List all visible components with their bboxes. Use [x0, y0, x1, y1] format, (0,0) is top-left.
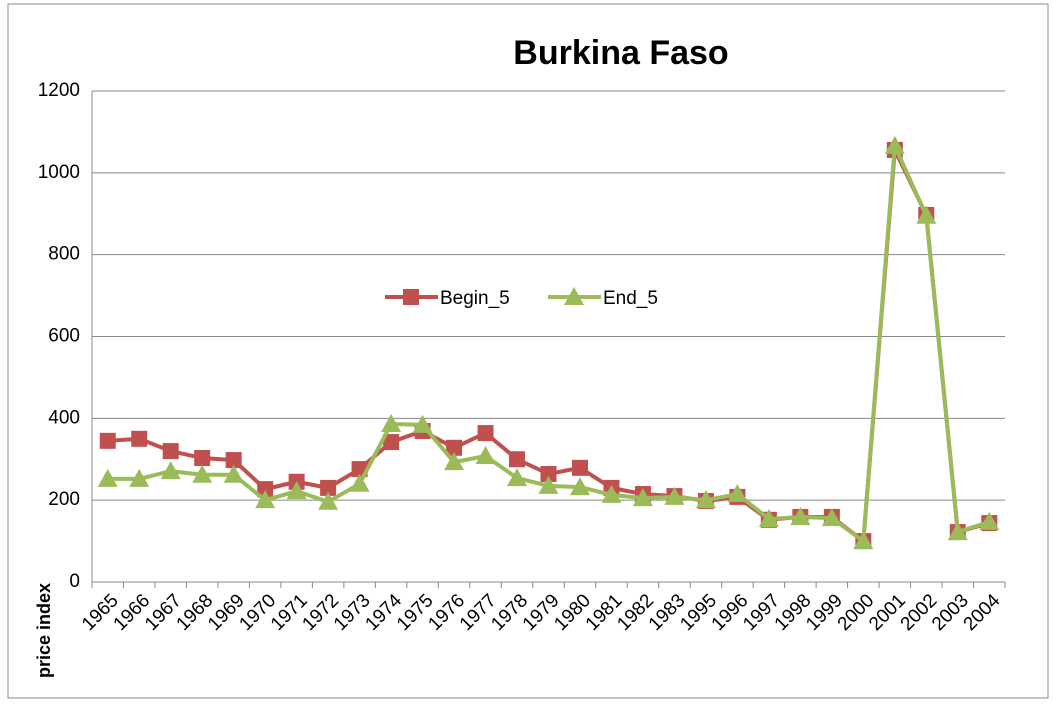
- marker: [318, 491, 339, 510]
- y-tick-label: 0: [69, 571, 80, 592]
- marker: [255, 490, 276, 509]
- marker: [632, 488, 653, 507]
- marker: [540, 465, 557, 482]
- marker: [383, 434, 400, 451]
- y-tick-label: 800: [48, 244, 80, 265]
- marker: [538, 475, 559, 494]
- marker: [790, 506, 811, 525]
- marker: [916, 205, 937, 224]
- marker: [507, 468, 528, 487]
- legend-marker: [564, 287, 584, 305]
- y-tick-label: 400: [48, 407, 80, 428]
- marker: [257, 481, 274, 498]
- marker: [412, 414, 433, 433]
- marker: [286, 481, 307, 500]
- legend: Begin_5 End_5: [385, 287, 658, 309]
- y-axis-label: price index: [34, 583, 54, 678]
- marker: [821, 508, 842, 527]
- marker: [194, 450, 211, 467]
- marker: [131, 430, 148, 447]
- marker: [509, 451, 526, 468]
- marker: [129, 468, 150, 487]
- marker: [571, 459, 588, 476]
- marker: [320, 479, 337, 496]
- marker: [979, 511, 1000, 530]
- marker: [349, 473, 370, 492]
- marker: [97, 468, 118, 487]
- y-tick-label: 200: [48, 489, 80, 510]
- chart-title: Burkina Faso: [513, 34, 728, 72]
- marker: [160, 461, 181, 480]
- marker: [601, 484, 622, 503]
- marker: [477, 425, 494, 442]
- marker: [225, 452, 242, 469]
- marker: [569, 477, 590, 496]
- marker: [947, 522, 968, 541]
- marker: [162, 443, 179, 460]
- legend-marker: [403, 289, 419, 305]
- legend-label: Begin_5: [440, 288, 510, 309]
- marker: [381, 414, 402, 433]
- y-tick-label: 1000: [38, 162, 80, 183]
- marker: [444, 452, 465, 471]
- marker: [99, 432, 116, 449]
- marker: [223, 464, 244, 483]
- marker: [192, 464, 213, 483]
- marker: [727, 484, 748, 503]
- marker: [664, 486, 685, 505]
- marker: [695, 490, 716, 509]
- marker: [884, 135, 905, 154]
- y-tick-label: 600: [48, 326, 80, 347]
- y-tick-label: 1200: [38, 80, 80, 101]
- marker: [475, 445, 496, 464]
- marker: [446, 439, 463, 456]
- marker: [853, 531, 874, 550]
- marker: [758, 508, 779, 527]
- legend-label: End_5: [603, 288, 658, 309]
